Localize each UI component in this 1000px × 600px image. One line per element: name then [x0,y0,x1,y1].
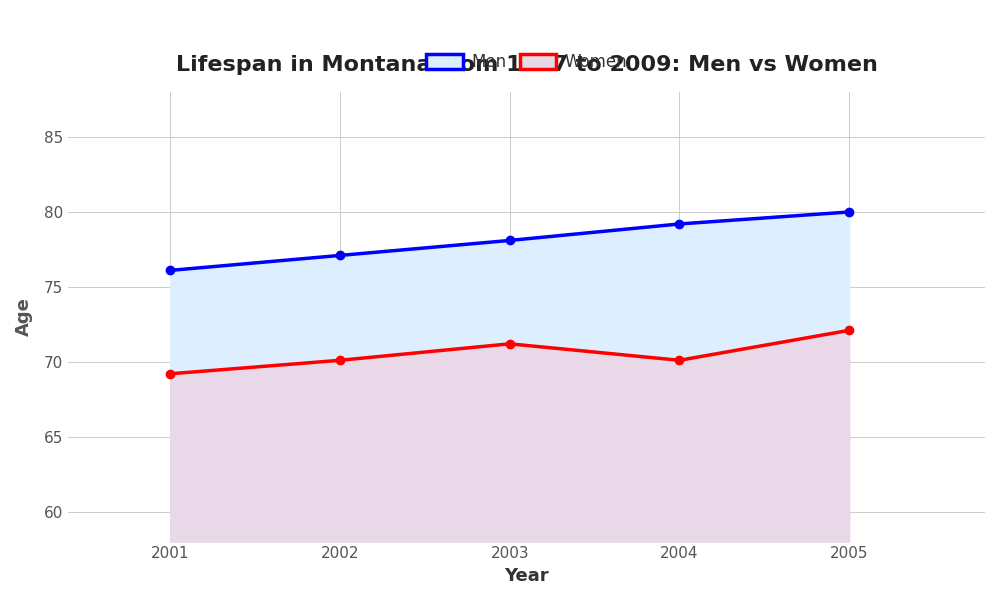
Legend: Men, Women: Men, Women [419,47,634,78]
Title: Lifespan in Montana from 1987 to 2009: Men vs Women: Lifespan in Montana from 1987 to 2009: M… [176,55,878,75]
X-axis label: Year: Year [504,567,549,585]
Y-axis label: Age: Age [15,298,33,336]
